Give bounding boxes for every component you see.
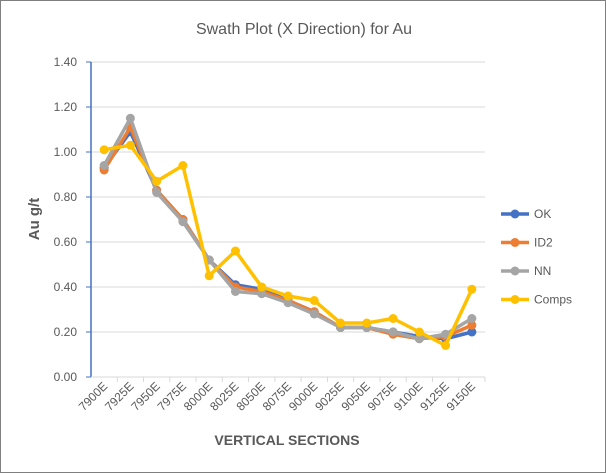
data-point-comps [99,145,109,155]
data-point-nn [283,298,293,308]
x-tick-label: 7975E [155,379,189,413]
data-point-comps [178,161,188,170]
data-point-nn [125,113,135,123]
x-tick-label: 9075E [365,379,399,413]
y-tick-label: 0.80 [54,190,78,204]
data-point-comps [467,284,477,294]
data-point-nn [230,287,240,296]
legend-label: Comps [534,293,572,307]
data-point-nn [414,334,424,344]
data-point-id2 [467,320,477,330]
x-tick-label: 7925E [102,379,136,413]
data-point-nn [257,289,267,299]
legend-label: OK [534,207,551,221]
x-tick-label: 9150E [444,379,478,413]
y-tick-label: 0.00 [54,370,78,384]
x-axis-label: VERTICAL SECTIONS [214,432,359,448]
data-point-comps [441,341,451,350]
data-point-comps [336,318,346,328]
series-line-ok [102,130,473,341]
legend-marker [510,266,520,276]
y-tick-label: 1.00 [54,145,78,159]
data-point-comps [414,327,424,337]
data-point-comps [283,291,293,301]
x-tick-label: 8050E [233,379,267,413]
data-point-nn [467,314,477,323]
data-point-comps [309,296,319,305]
y-axis-label: Au g/t [26,198,43,241]
data-point-nn [441,329,451,339]
data-point-nn [309,309,319,319]
x-tick-label: 9100E [391,379,425,413]
x-tick-label: 9125E [417,379,451,413]
y-tick-label: 1.20 [54,100,78,114]
data-point-comps [125,140,135,150]
y-tick-label: 1.40 [54,55,78,69]
y-tick-label: 0.20 [54,325,78,339]
data-point-nn [99,161,109,170]
data-point-comps [362,318,372,328]
data-point-comps [230,246,240,256]
x-tick-label: 8075E [260,379,294,413]
data-point-nn [152,188,162,197]
y-tick-label: 0.40 [54,280,78,294]
data-point-nn [388,327,398,337]
data-point-comps [152,176,162,186]
x-tick-label: 9025E [312,379,346,413]
chart-title: Swath Plot (X Direction) for Au [196,21,412,38]
legend-marker [510,209,520,219]
data-point-comps [204,271,214,281]
x-tick-label: 8000E [181,379,215,413]
data-point-comps [388,314,398,323]
data-point-comps [257,282,267,292]
data-point-ok [467,327,477,337]
x-tick-label: 7900E [76,379,110,413]
x-tick-label: 9000E [286,379,320,413]
y-tick-label: 0.60 [54,235,78,249]
legend-marker [510,295,520,304]
x-tick-label: 9050E [338,379,372,413]
legend-label: NN [534,264,551,278]
x-tick-label: 7950E [128,379,162,413]
x-tick-label: 8025E [207,379,241,413]
data-point-nn [178,217,188,227]
legend-marker [510,238,520,247]
series-line-comps [103,143,474,348]
legend-label: ID2 [534,236,553,250]
